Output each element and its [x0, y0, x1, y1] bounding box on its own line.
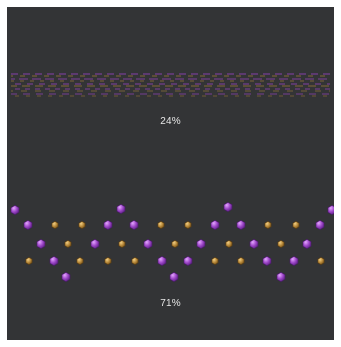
- purple-gem: [129, 220, 139, 230]
- purple-gem: [183, 256, 193, 266]
- orange-gem: [25, 257, 33, 265]
- purple-gem: [116, 204, 126, 214]
- purple-gem: [276, 272, 286, 282]
- purple-gem: [315, 220, 325, 230]
- purple-gem: [36, 239, 46, 249]
- purple-gem: [210, 220, 220, 230]
- progress-percent-label: 24%: [160, 116, 181, 127]
- orange-gem: [264, 221, 272, 229]
- orange-gem: [211, 257, 219, 265]
- striped-progress-loader: [11, 73, 330, 97]
- striped-loader-panel: 24%: [7, 7, 334, 157]
- purple-gem: [49, 256, 59, 266]
- orange-gem: [157, 221, 165, 229]
- purple-gem: [196, 239, 206, 249]
- orange-gem: [292, 221, 300, 229]
- orange-gem: [184, 221, 192, 229]
- purple-gem: [103, 220, 113, 230]
- loader-screen: 24% 71%: [7, 7, 334, 340]
- gem-wave-loader: [10, 202, 334, 282]
- purple-gem: [90, 239, 100, 249]
- purple-gem: [157, 256, 167, 266]
- purple-gem: [327, 205, 334, 215]
- purple-gem: [289, 256, 299, 266]
- orange-gem: [118, 240, 126, 248]
- orange-gem: [225, 240, 233, 248]
- purple-gem: [169, 272, 179, 282]
- purple-gem: [302, 239, 312, 249]
- orange-gem: [51, 221, 59, 229]
- orange-gem: [171, 240, 179, 248]
- orange-gem: [78, 221, 86, 229]
- orange-gem: [76, 257, 84, 265]
- purple-gem: [23, 220, 33, 230]
- purple-gem: [10, 205, 20, 215]
- orange-gem: [64, 240, 72, 248]
- purple-gem: [223, 202, 233, 212]
- orange-gem: [277, 240, 285, 248]
- purple-gem: [249, 239, 259, 249]
- purple-gem: [262, 256, 272, 266]
- purple-gem: [143, 239, 153, 249]
- orange-gem: [104, 257, 112, 265]
- orange-gem: [237, 257, 245, 265]
- orange-gem: [131, 257, 139, 265]
- gem-loader-panel: 71%: [7, 157, 334, 340]
- progress-percent-label: 71%: [160, 298, 181, 309]
- orange-gem: [317, 257, 325, 265]
- purple-gem: [236, 220, 246, 230]
- purple-gem: [61, 272, 71, 282]
